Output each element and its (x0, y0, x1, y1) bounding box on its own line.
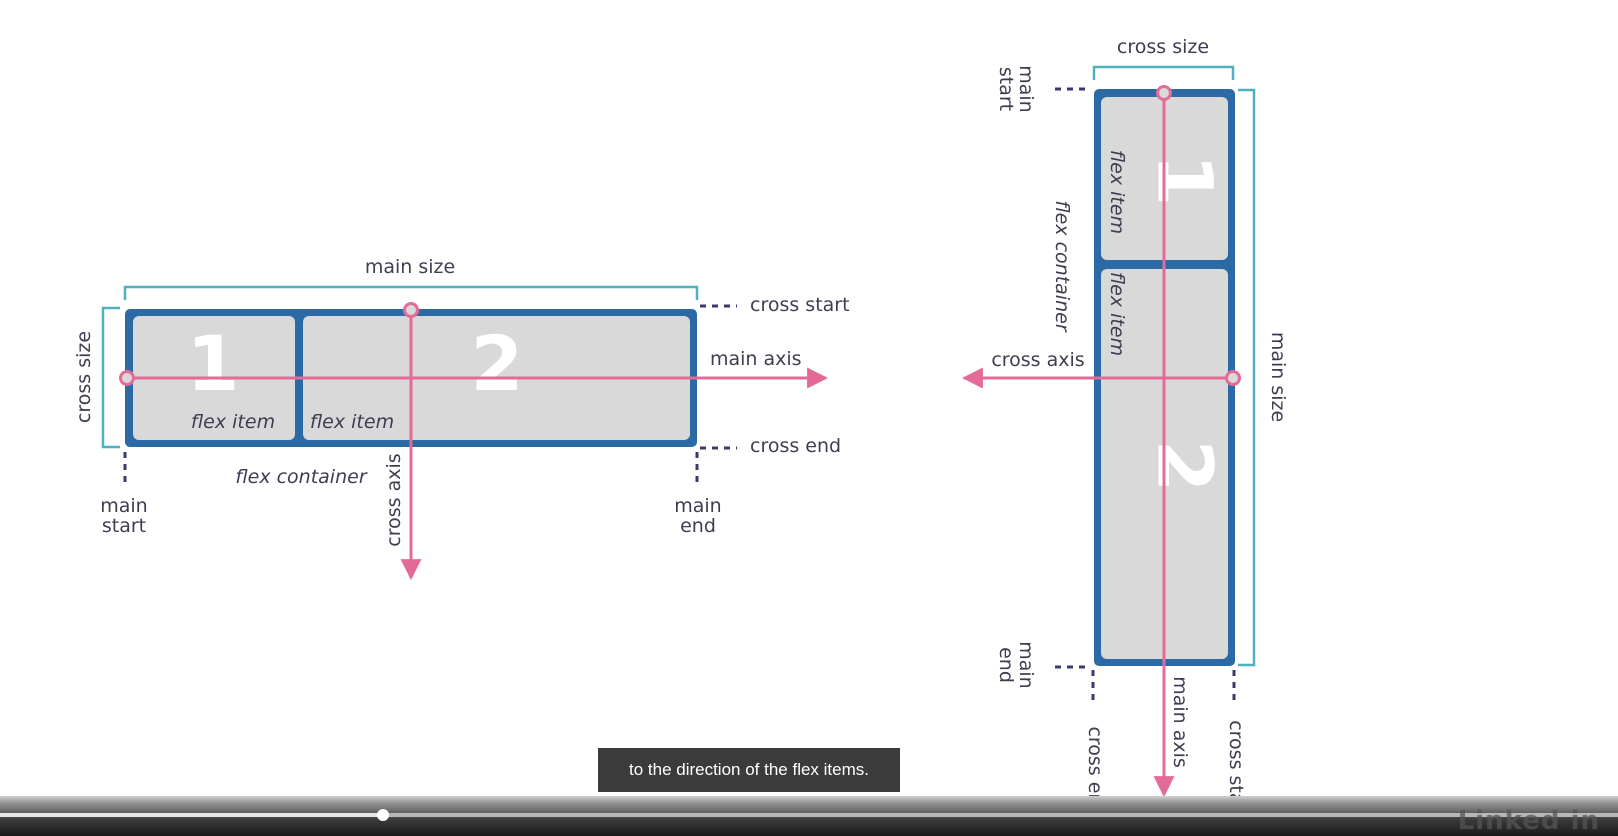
item-2-label-col: flex item (1106, 272, 1128, 356)
cross-axis-label-col: cross axis (991, 349, 1084, 371)
cross-size-label: cross size (73, 331, 95, 423)
cross-size-bracket (101, 306, 120, 449)
subtitle-caption: to the direction of the flex items. (598, 748, 900, 792)
cross-end-label: cross end (750, 435, 841, 457)
cross-start-label-col: cross start (1225, 720, 1247, 820)
progress-fill (0, 813, 384, 817)
item-2-number-col: 2 (1141, 440, 1230, 493)
main-end-label-col-1: main (1015, 641, 1037, 688)
linkedin-watermark-logo: Linked in (1457, 806, 1600, 836)
main-axis-origin-col (1156, 85, 1172, 101)
main-size-label-col: main size (1267, 332, 1289, 422)
cross-axis-origin (403, 302, 419, 318)
main-size-bracket-col (1238, 88, 1256, 667)
item-1-number-col: 1 (1141, 154, 1230, 207)
main-size-bracket (123, 285, 699, 300)
main-size-label: main size (365, 256, 455, 278)
main-end-label-2: end (680, 515, 716, 537)
cross-axis-origin-col (1225, 370, 1241, 386)
main-axis-label-col: main axis (1169, 676, 1191, 768)
item-2-number: 2 (471, 319, 524, 408)
row-diagram: main size cross size 1 2 flex item flex … (73, 256, 850, 581)
flex-container-label-col: flex container (1051, 200, 1073, 332)
item-1-label: flex item (191, 411, 275, 433)
cross-axis-label: cross axis (383, 453, 405, 546)
item-1-number: 1 (187, 319, 240, 408)
cross-start-label: cross start (750, 294, 850, 316)
main-start-label-2: start (102, 515, 146, 537)
main-axis-origin (119, 370, 135, 386)
main-end-label-1: main (674, 495, 721, 517)
cross-size-label-col: cross size (1117, 36, 1209, 58)
main-axis-label: main axis (710, 348, 802, 370)
column-diagram: cross size main size 1 2 flex item flex … (961, 36, 1289, 820)
cross-end-label-col: cross end (1084, 726, 1106, 817)
main-start-label-col-2: start (995, 67, 1017, 111)
flex-container-label: flex container (235, 466, 367, 488)
progress-scrubber[interactable] (377, 809, 390, 821)
cross-size-bracket-col (1092, 65, 1235, 80)
item-2-label: flex item (310, 411, 394, 433)
main-end-label-col-2: end (995, 647, 1017, 683)
main-start-label-col-1: main (1015, 65, 1037, 112)
item-1-label-col: flex item (1106, 150, 1128, 234)
progress-bar[interactable] (0, 809, 1618, 821)
main-start-label-1: main (100, 495, 147, 517)
